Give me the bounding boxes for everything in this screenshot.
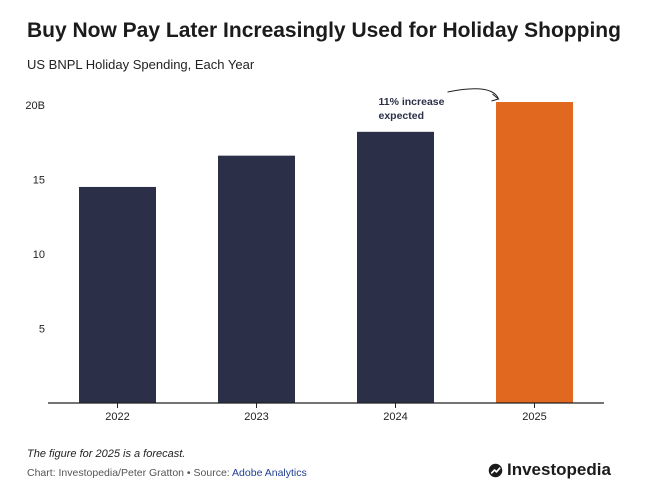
bar-2022: [79, 186, 156, 403]
credit-line: Chart: Investopedia/Peter Gratton • Sour…: [27, 467, 307, 479]
bar-2023: [218, 155, 295, 403]
investopedia-logo-icon: [488, 463, 503, 477]
bars: [79, 102, 573, 404]
annotation-text: 11% increase expected: [379, 96, 445, 122]
y-tick-label: 15: [33, 175, 45, 187]
y-axis: 5 10 15 20B: [25, 100, 45, 336]
x-tick-label: 2024: [383, 411, 407, 423]
y-tick-label: 10: [33, 249, 45, 261]
credit-text: Chart: Investopedia/Peter Gratton • Sour…: [27, 467, 233, 479]
brand-logo: Investopedia: [488, 460, 611, 480]
x-tick-label: 2022: [105, 411, 129, 423]
bar-2025: [496, 102, 573, 404]
annotation: 11% increase expected: [379, 88, 500, 122]
chart-title: Buy Now Pay Later Increasingly Used for …: [27, 19, 621, 42]
x-tick-label: 2023: [244, 411, 268, 423]
y-tick-label: 5: [39, 324, 45, 336]
brand-name: Investopedia: [507, 460, 611, 479]
source-link[interactable]: Adobe Analytics: [232, 467, 307, 479]
bar-2024: [357, 131, 434, 403]
chart-subtitle: US BNPL Holiday Spending, Each Year: [27, 57, 255, 72]
y-tick-label: 20B: [25, 100, 45, 112]
annotation-arrow-line: [447, 88, 499, 100]
annotation-arrowhead: [491, 93, 500, 102]
forecast-note: The figure for 2025 is a forecast.: [27, 448, 186, 460]
x-tick-label: 2025: [522, 411, 546, 423]
x-axis: 2022 2023 2024 2025: [105, 403, 547, 423]
